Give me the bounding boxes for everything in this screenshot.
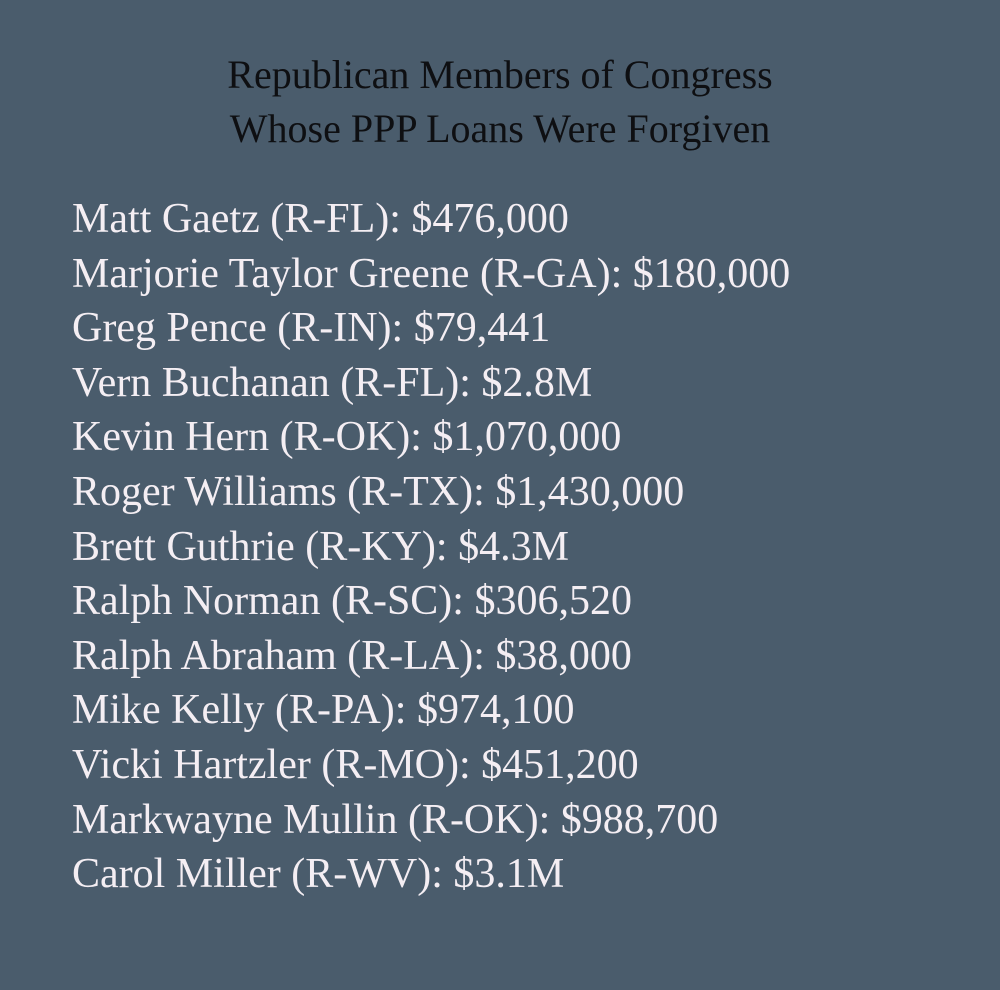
loan-item: Vicki Hartzler (R-MO): $451,200 [72, 741, 639, 788]
loan-item: Mike Kelly (R-PA): $974,100 [72, 687, 575, 734]
loan-item: Ralph Abraham (R-LA): $38,000 [72, 632, 632, 679]
title-line: Republican Members of Congress [227, 52, 773, 97]
loan-item: Greg Pence (R-IN): $79,441 [72, 305, 551, 352]
loan-item: Vern Buchanan (R-FL): $2.8M [72, 359, 593, 406]
loan-list: Matt Gaetz (R-FL): $476,000 Marjorie Tayl… [72, 192, 992, 902]
loan-item: Marjorie Taylor Greene (R-GA): $180,000 [72, 250, 791, 297]
loan-item: Carol Miller (R-WV): $3.1M [72, 851, 565, 898]
loan-item: Brett Guthrie (R-KY): $4.3M [72, 523, 569, 570]
loan-item: Kevin Hern (R-OK): $1,070,000 [72, 414, 622, 461]
loan-item: Ralph Norman (R-SC): $306,520 [72, 578, 632, 625]
loan-item: Markwayne Mullin (R-OK): $988,700 [72, 796, 719, 843]
loan-item: Roger Williams (R-TX): $1,430,000 [72, 468, 685, 515]
loan-item: Matt Gaetz (R-FL): $476,000 [72, 196, 569, 242]
title: Republican Members of Congress Whose PPP… [0, 48, 1000, 156]
title-line: Whose PPP Loans Were Forgiven [229, 106, 771, 151]
